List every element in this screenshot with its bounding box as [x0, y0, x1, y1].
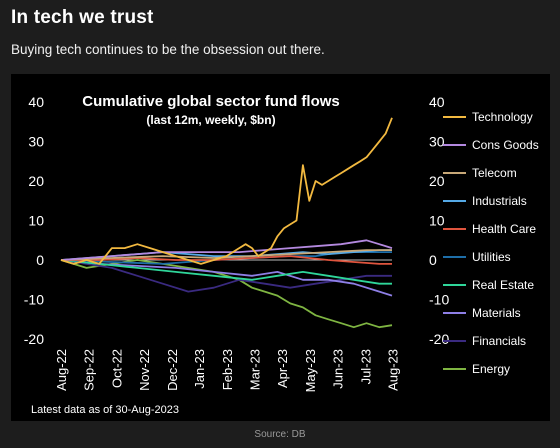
- x-tick-label: Sep-22: [81, 349, 96, 391]
- x-tick-label: Jan-23: [192, 349, 207, 389]
- series-line-energy: [60, 259, 393, 329]
- legend-label: Materials: [472, 306, 521, 320]
- x-tick-label: Apr-23: [275, 349, 290, 388]
- x-tick-label: Oct-22: [109, 349, 124, 388]
- y-tick-label-right: 20: [429, 173, 445, 189]
- legend-label: Real Estate: [472, 278, 534, 292]
- x-tick-label: Aug-22: [54, 349, 69, 391]
- x-tick-label: Aug-23: [386, 349, 401, 391]
- series-line-telecom: [60, 249, 392, 261]
- legend-label: Technology: [472, 110, 533, 124]
- y-tick-label-left: 30: [28, 134, 44, 150]
- y-tick-label-right: -10: [429, 292, 449, 308]
- y-tick-label-left: 0: [36, 252, 44, 268]
- y-tick-label-left: -20: [24, 331, 44, 347]
- x-tick-label: Dec-22: [165, 349, 180, 391]
- sector-flows-chart: Cumulative global sector fund flows (las…: [24, 93, 539, 416]
- source-note: Source: DB: [254, 429, 306, 440]
- series-line-cons-goods: [60, 239, 393, 261]
- legend-label: Utilities: [472, 250, 511, 264]
- y-tick-label-left: -10: [24, 292, 44, 308]
- legend-label: Telecom: [472, 166, 517, 180]
- y-tick-label-right: 30: [429, 134, 445, 150]
- series-line-technology: [60, 117, 393, 265]
- page-title: In tech we trust: [11, 7, 154, 28]
- y-tick-label-left: 40: [28, 94, 44, 110]
- y-tick-label-left: 20: [28, 173, 44, 189]
- legend-label: Cons Goods: [472, 138, 539, 152]
- y-tick-label-right: -20: [429, 331, 449, 347]
- y-tick-label-right: 40: [429, 94, 445, 110]
- legend-label: Financials: [472, 334, 526, 348]
- x-tick-label: Mar-23: [248, 349, 263, 390]
- legend-label: Health Care: [472, 222, 536, 236]
- chart-panel: Cumulative global sector fund flows (las…: [11, 74, 550, 421]
- page-subtitle: Buying tech continues to be the obsessio…: [11, 42, 325, 57]
- y-tick-label-left: 10: [28, 213, 44, 229]
- chart-title: Cumulative global sector fund flows: [82, 93, 340, 110]
- chart-annotation: Latest data as of 30-Aug-2023: [31, 404, 179, 416]
- chart-subtitle: (last 12m, weekly, $bn): [146, 113, 275, 127]
- series-line-real-estate: [60, 259, 392, 285]
- x-tick-label: May-23: [303, 349, 318, 392]
- x-tick-label: Feb-23: [220, 349, 235, 390]
- x-tick-label: Nov-22: [137, 349, 152, 391]
- legend-label: Industrials: [472, 194, 527, 208]
- x-tick-label: Jul-23: [358, 349, 373, 384]
- x-tick-label: Jun-23: [330, 349, 345, 389]
- legend-label: Energy: [472, 362, 510, 376]
- y-tick-label-right: 10: [429, 213, 445, 229]
- y-tick-label-right: 0: [429, 252, 437, 268]
- series-line-health-care: [61, 255, 392, 265]
- series-line-materials: [60, 259, 393, 297]
